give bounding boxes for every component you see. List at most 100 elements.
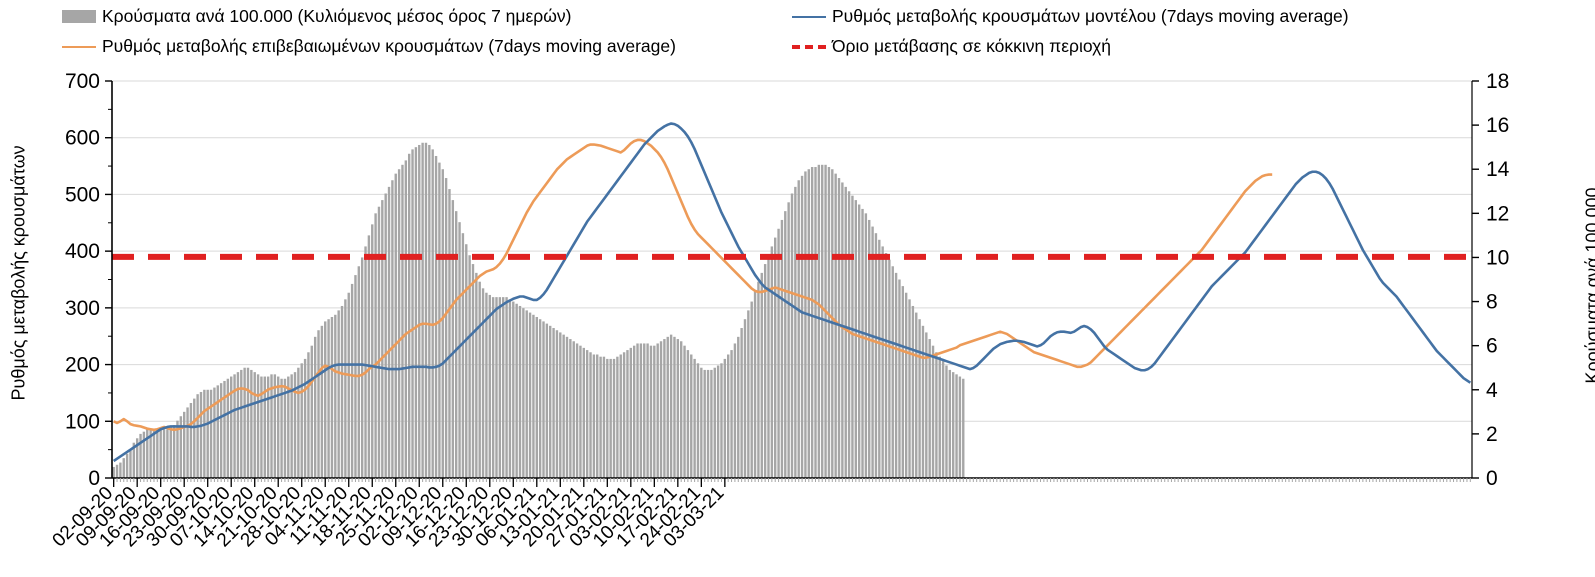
bar bbox=[421, 142, 424, 478]
bar bbox=[847, 191, 851, 478]
bar bbox=[330, 316, 334, 478]
bar bbox=[562, 334, 565, 478]
bar bbox=[458, 222, 461, 478]
bar bbox=[643, 343, 646, 478]
bar bbox=[193, 398, 196, 478]
bar bbox=[277, 376, 280, 478]
bar bbox=[387, 186, 391, 478]
bar bbox=[673, 336, 676, 478]
bar bbox=[941, 361, 945, 478]
bar bbox=[367, 235, 371, 478]
legend-item-model-rate[interactable]: Ρυθμός μεταβολής κρουσμάτων μοντέλου (7d… bbox=[792, 6, 1349, 26]
bar bbox=[327, 319, 330, 478]
bar bbox=[710, 369, 713, 478]
bar bbox=[189, 403, 193, 478]
legend-item-threshold[interactable]: Όριο μετάβασης σε κόκκινη περιοχή bbox=[792, 37, 1111, 56]
y-tick-label-right: 12 bbox=[1486, 202, 1509, 225]
bar bbox=[377, 206, 381, 478]
bar bbox=[230, 376, 233, 478]
y-tick-label-right: 8 bbox=[1486, 291, 1498, 314]
bar bbox=[646, 343, 649, 478]
bar bbox=[810, 167, 814, 478]
dashed-line-swatch-icon bbox=[792, 44, 826, 49]
bar bbox=[471, 264, 475, 478]
bar bbox=[491, 297, 495, 478]
bar bbox=[196, 394, 199, 478]
bar-series bbox=[112, 142, 965, 479]
bar bbox=[948, 369, 952, 478]
bar bbox=[733, 343, 737, 478]
bar-swatch-icon bbox=[62, 10, 96, 24]
bar bbox=[901, 286, 905, 478]
bar bbox=[481, 288, 485, 478]
bar bbox=[381, 200, 384, 478]
bar bbox=[656, 343, 659, 478]
bar bbox=[132, 442, 136, 478]
bar bbox=[122, 458, 125, 478]
bar bbox=[313, 336, 317, 478]
bar bbox=[774, 237, 777, 478]
bar bbox=[468, 255, 471, 478]
bar bbox=[703, 369, 706, 478]
bar bbox=[156, 429, 159, 478]
bar bbox=[307, 352, 310, 478]
bar bbox=[350, 283, 354, 478]
bar bbox=[837, 178, 841, 479]
bar bbox=[179, 416, 183, 478]
bar bbox=[297, 367, 300, 478]
bar bbox=[616, 356, 619, 478]
bar bbox=[572, 341, 575, 478]
y-tick-label-left: 700 bbox=[65, 70, 100, 93]
bar bbox=[575, 343, 579, 478]
y-tick-label-left: 500 bbox=[65, 183, 100, 206]
bar bbox=[216, 385, 219, 478]
bar bbox=[931, 345, 935, 478]
bar bbox=[253, 372, 256, 478]
bar bbox=[817, 164, 821, 478]
bar bbox=[713, 367, 716, 478]
bar bbox=[441, 169, 444, 478]
chart-legend: Κρούσματα ανά 100.000 (Κυλιόμενος μέσος … bbox=[0, 0, 1595, 60]
legend-item-confirmed-rate[interactable]: Ρυθμός μεταβολής επιβεβαιωμένων κρουσμάτ… bbox=[62, 37, 676, 56]
bar bbox=[431, 149, 434, 478]
bar bbox=[310, 345, 313, 478]
bar bbox=[659, 341, 663, 478]
bar bbox=[790, 193, 794, 479]
bar bbox=[559, 332, 562, 478]
bar bbox=[589, 352, 592, 478]
legend-item-cases-per-100k[interactable]: Κρούσματα ανά 100.000 (Κυλιόμενος μέσος … bbox=[62, 6, 572, 26]
legend-label-model-rate: Ρυθμός μεταβολής κρουσμάτων μοντέλου (7d… bbox=[832, 6, 1349, 26]
y-tick-label-right: 6 bbox=[1486, 335, 1498, 358]
bar bbox=[391, 180, 394, 478]
bar bbox=[770, 246, 774, 478]
bar bbox=[686, 350, 690, 478]
bar bbox=[800, 175, 804, 478]
bar bbox=[787, 202, 790, 478]
legend-label-cases-per-100k: Κρούσματα ανά 100.000 (Κυλιόμενος μέσος … bbox=[102, 6, 572, 26]
bar bbox=[928, 339, 931, 478]
y-tick-label-right: 10 bbox=[1486, 246, 1509, 269]
bar bbox=[347, 292, 350, 478]
bar bbox=[394, 173, 397, 478]
bar bbox=[911, 305, 915, 478]
bar bbox=[498, 297, 502, 478]
bar bbox=[303, 358, 307, 478]
bar bbox=[622, 352, 626, 478]
bar bbox=[266, 376, 270, 478]
bar bbox=[538, 319, 542, 478]
bar bbox=[894, 272, 898, 478]
bar bbox=[844, 186, 847, 478]
bar bbox=[784, 211, 787, 478]
bar bbox=[740, 328, 743, 478]
bar bbox=[649, 345, 653, 478]
bar bbox=[666, 336, 669, 478]
bar bbox=[690, 354, 693, 478]
bar bbox=[794, 186, 797, 478]
bar bbox=[397, 169, 401, 478]
bar bbox=[683, 345, 686, 478]
y-tick-label-right: 2 bbox=[1486, 423, 1498, 446]
bar bbox=[891, 266, 894, 478]
y-tick-label-right: 14 bbox=[1486, 158, 1510, 181]
bar bbox=[921, 325, 925, 478]
